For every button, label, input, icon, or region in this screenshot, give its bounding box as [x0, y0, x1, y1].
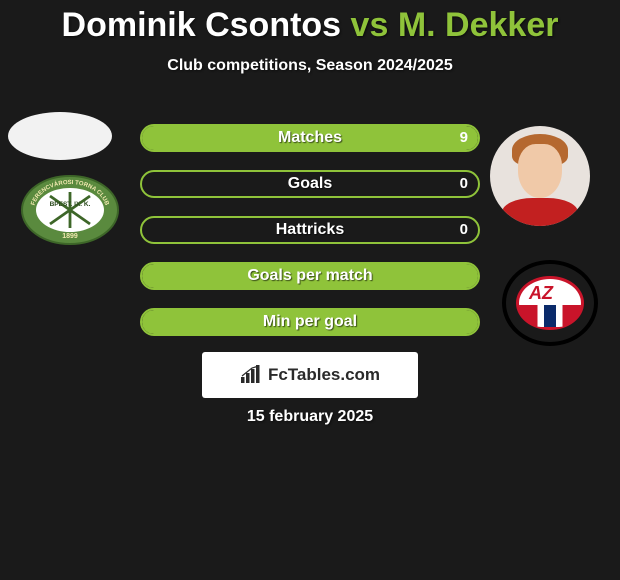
player2-club-crest: AZ — [502, 260, 598, 346]
watermark-text: FcTables.com — [268, 365, 380, 385]
watermark: FcTables.com — [202, 352, 418, 398]
comparison-bars: Matches 9 Goals 0 Hattricks 0 Goals per … — [140, 124, 480, 354]
player2-shirt — [502, 198, 578, 226]
az-label: AZ — [529, 283, 553, 304]
bar-value-right: 0 — [460, 218, 468, 242]
bar-label: Matches — [142, 126, 478, 150]
player1-club-crest: BPEST. IX. K. FERENCVÁROSI TORNA CLUB 18… — [20, 174, 120, 246]
bar-label: Min per goal — [142, 310, 478, 334]
bar-chart-icon — [240, 365, 262, 385]
player2-avatar — [490, 126, 590, 226]
bar-value-right: 9 — [460, 126, 468, 150]
bar-label: Goals per match — [142, 264, 478, 288]
svg-text:1899: 1899 — [62, 233, 78, 240]
svg-text:BPEST. IX. K.: BPEST. IX. K. — [50, 201, 91, 208]
player1-avatar — [8, 112, 112, 160]
player1-name: Dominik Csontos — [62, 6, 342, 44]
vs-separator: vs — [351, 6, 389, 44]
bar-min-per-goal: Min per goal — [140, 308, 480, 336]
bar-value-right: 0 — [460, 172, 468, 196]
player2-name: M. Dekker — [398, 6, 559, 44]
az-crest-inner: AZ — [516, 276, 584, 330]
bar-label: Hattricks — [142, 218, 478, 242]
subtitle: Club competitions, Season 2024/2025 — [0, 57, 620, 75]
bar-label: Goals — [142, 172, 478, 196]
bar-goals: Goals 0 — [140, 170, 480, 198]
bar-goals-per-match: Goals per match — [140, 262, 480, 290]
page-title: Dominik Csontos vs M. Dekker — [0, 0, 620, 45]
player2-face — [518, 144, 562, 198]
bar-hattricks: Hattricks 0 — [140, 216, 480, 244]
date-label: 15 february 2025 — [0, 408, 620, 426]
bar-matches: Matches 9 — [140, 124, 480, 152]
